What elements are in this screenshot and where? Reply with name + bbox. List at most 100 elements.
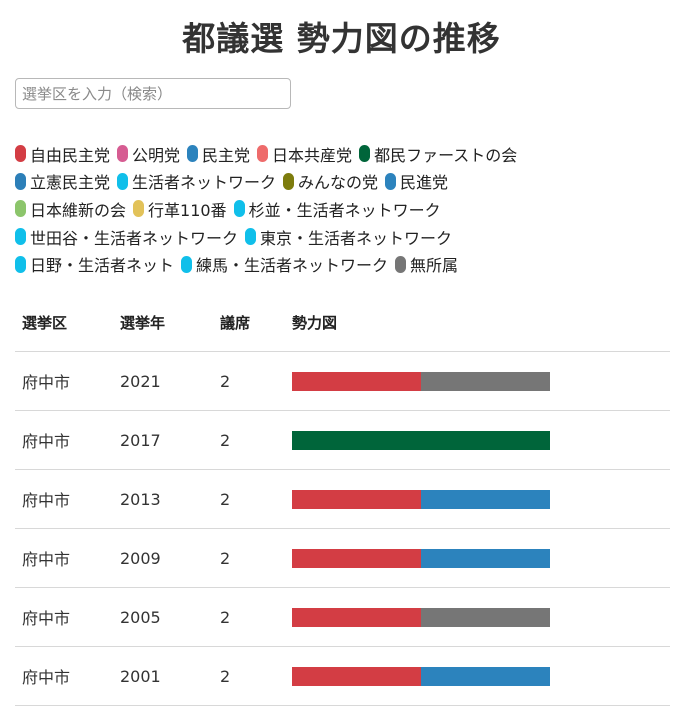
seat-segment-jimin[interactable] <box>292 607 421 627</box>
year-cell: 2005 <box>113 587 213 647</box>
legend-label: みんなの党 <box>298 173 379 193</box>
seats-cell: 2 <box>213 351 285 411</box>
legend-swatch <box>117 172 129 190</box>
seat-composition-bar <box>292 489 550 509</box>
legend-item-seikatsu: 生活者ネットワーク <box>117 169 276 193</box>
seat-segment-minshu[interactable] <box>421 666 550 686</box>
legend-swatch <box>117 145 129 163</box>
legend-item-setagaya: 世田谷・生活者ネットワーク <box>15 225 238 249</box>
seat-segment-jimin[interactable] <box>292 666 421 686</box>
legend-swatch <box>395 255 407 273</box>
year-cell: 2017 <box>113 410 213 470</box>
composition-cell <box>285 528 670 588</box>
district-cell: 府中市 <box>15 469 113 529</box>
table-header-row: 選挙区 選挙年 議席 勢力図 <box>15 293 670 352</box>
seat-segment-mushozoku[interactable] <box>421 371 550 391</box>
legend-swatch <box>15 255 26 273</box>
legend-label: 世田谷・生活者ネットワーク <box>30 228 239 248</box>
legend-row: 自由民主党 公明党 民主党 日本共産党 都民ファーストの会 <box>15 140 675 168</box>
table-row: 府中市 2021 2 <box>15 351 670 411</box>
legend-item-minna: みんなの党 <box>283 169 378 193</box>
column-header-district[interactable]: 選挙区 <box>15 293 113 352</box>
legend-label: 立憲民主党 <box>30 173 111 193</box>
seat-segment-tomin[interactable] <box>421 430 550 450</box>
table-row: 府中市 2001 2 <box>15 646 670 706</box>
legend-item-tokyo: 東京・生活者ネットワーク <box>245 225 452 249</box>
legend-item-suginami: 杉並・生活者ネットワーク <box>233 197 441 221</box>
seats-cell: 2 <box>213 646 285 706</box>
results-table: 選挙区 選挙年 議席 勢力図 府中市 2021 2 府中市 2017 2 府中市 2013 2 府… <box>15 293 670 706</box>
legend-swatch <box>133 200 145 218</box>
table-row: 府中市 2017 2 <box>15 410 670 470</box>
legend-swatch <box>15 145 26 163</box>
seats-cell: 2 <box>213 587 285 647</box>
legend-item-kakumei: 行革110番 <box>133 197 227 221</box>
legend-label: 公明党 <box>132 145 181 165</box>
legend-label: 行革110番 <box>148 200 227 220</box>
seat-composition-bar <box>292 430 550 450</box>
legend-swatch <box>245 228 257 246</box>
table-row: 府中市 2005 2 <box>15 587 670 647</box>
seat-composition-bar <box>292 548 550 568</box>
legend-label: 民進党 <box>400 173 449 193</box>
legend-label: 東京・生活者ネットワーク <box>260 228 453 248</box>
legend-item-minshin: 民進党 <box>385 169 448 193</box>
column-header-seats[interactable]: 議席 <box>213 293 285 352</box>
district-cell: 府中市 <box>15 410 113 470</box>
table-row: 府中市 2009 2 <box>15 528 670 588</box>
seat-segment-minshu[interactable] <box>421 548 550 568</box>
legend-item-nerima: 練馬・生活者ネットワーク <box>181 252 388 276</box>
seat-segment-jimin[interactable] <box>292 489 421 509</box>
legend-label: 練馬・生活者ネットワーク <box>196 256 389 276</box>
composition-cell <box>285 351 670 411</box>
legend-row: 日本維新の会 行革110番 杉並・生活者ネットワーク <box>15 195 675 223</box>
legend-swatch <box>15 200 26 218</box>
district-cell: 府中市 <box>15 351 113 411</box>
legend-swatch <box>181 255 193 273</box>
district-cell: 府中市 <box>15 528 113 588</box>
year-cell: 2021 <box>113 351 213 411</box>
page-title: 都議選 勢力図の推移 <box>182 19 501 58</box>
district-cell: 府中市 <box>15 587 113 647</box>
legend-swatch <box>187 145 199 163</box>
legend-item-kyosan: 日本共産党 <box>257 142 352 166</box>
seats-cell: 2 <box>213 469 285 529</box>
legend-swatch <box>233 200 245 218</box>
legend-label: 日野・生活者ネット <box>30 256 175 276</box>
year-cell: 2009 <box>113 528 213 588</box>
seat-segment-jimin[interactable] <box>292 371 421 391</box>
seat-segment-tomin[interactable] <box>292 430 421 450</box>
legend-item-minshu: 民主党 <box>187 142 250 166</box>
legend-row: 世田谷・生活者ネットワーク 東京・生活者ネットワーク <box>15 223 675 251</box>
legend-item-rikken: 立憲民主党 <box>15 169 110 193</box>
legend-label: 日本維新の会 <box>30 200 127 220</box>
composition-cell <box>285 646 670 706</box>
district-cell: 府中市 <box>15 646 113 706</box>
year-cell: 2013 <box>113 469 213 529</box>
legend-item-tomin: 都民ファーストの会 <box>359 142 517 166</box>
legend-item-komei: 公明党 <box>117 142 180 166</box>
seat-segment-minshu[interactable] <box>421 489 550 509</box>
composition-cell <box>285 469 670 529</box>
legend-label: 民主党 <box>202 145 251 165</box>
seat-segment-jimin[interactable] <box>292 548 421 568</box>
column-header-year[interactable]: 選挙年 <box>113 293 213 352</box>
legend-swatch <box>15 172 26 190</box>
legend-item-jimin: 自由民主党 <box>15 142 110 166</box>
seats-cell: 2 <box>213 528 285 588</box>
legend-swatch <box>257 145 269 163</box>
legend-label: 自由民主党 <box>30 145 111 165</box>
legend-row: 立憲民主党 生活者ネットワーク みんなの党 民進党 <box>15 168 675 196</box>
legend-swatch <box>359 145 371 163</box>
seats-cell: 2 <box>213 410 285 470</box>
year-cell: 2001 <box>113 646 213 706</box>
legend-swatch <box>385 172 397 190</box>
party-legend: 自由民主党 公明党 民主党 日本共産党 都民ファーストの会立憲民主党 生活者ネットワーク み… <box>15 140 675 278</box>
district-search-input[interactable] <box>15 78 291 109</box>
legend-label: 都民ファーストの会 <box>374 145 518 165</box>
seat-segment-mushozoku[interactable] <box>421 607 550 627</box>
seat-composition-bar <box>292 666 550 686</box>
composition-cell <box>285 587 670 647</box>
legend-item-mushozoku: 無所属 <box>395 252 458 276</box>
